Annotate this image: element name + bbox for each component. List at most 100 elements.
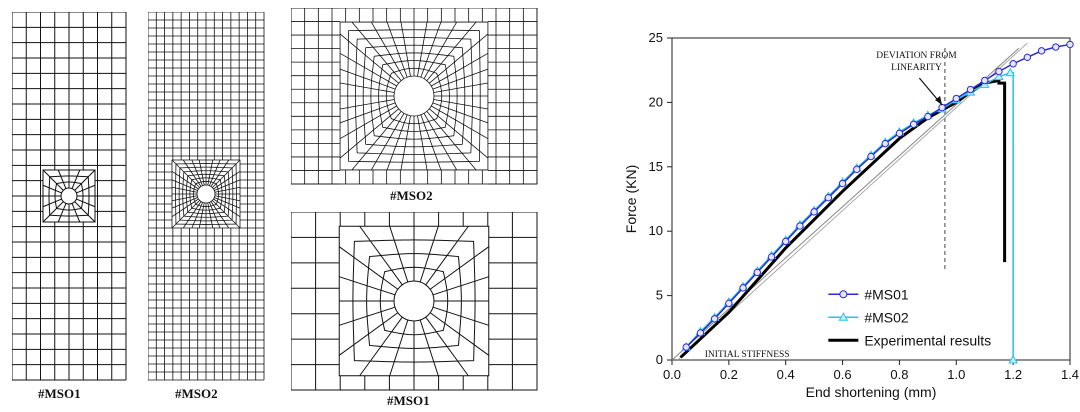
mesh-spoke	[433, 82, 488, 93]
mesh-spoke	[340, 99, 395, 110]
series-ms01-marker	[1066, 40, 1074, 49]
mesh-spoke	[213, 198, 241, 218]
mesh-spoke	[171, 159, 200, 188]
mesh-spoke	[212, 200, 241, 229]
mesh-spoke	[389, 226, 409, 283]
mesh-spoke	[417, 115, 428, 170]
mesh-spoke	[171, 198, 199, 218]
series-ms01-marker	[895, 129, 904, 138]
mesh-spoke	[42, 198, 62, 208]
mesh-coarse-full-drawing	[11, 11, 127, 381]
series-ms01-marker	[881, 139, 889, 148]
mesh-spoke	[207, 159, 214, 186]
y-tick-label: 0	[656, 352, 663, 367]
y-tick-label: 5	[656, 288, 663, 303]
mesh-spoke	[433, 99, 488, 110]
series-ms01-marker	[796, 222, 804, 230]
mesh-spoke	[429, 312, 490, 356]
mesh-spoke	[339, 52, 397, 87]
mesh-spoke	[71, 203, 81, 223]
mesh-spoke	[74, 201, 96, 223]
x-tick-label: 1.2	[1004, 367, 1022, 382]
mesh-hole	[60, 187, 78, 205]
mesh-spoke	[420, 21, 442, 78]
mesh-spoke	[386, 114, 408, 171]
mesh-spoke	[76, 184, 96, 194]
mesh-fine-full-drawing	[147, 11, 265, 381]
mesh-spoke	[57, 203, 67, 223]
mesh-spoke	[400, 22, 411, 77]
mesh-spoke	[74, 169, 96, 191]
mesh-spoke	[191, 159, 203, 186]
series-ms01-marker	[753, 268, 761, 277]
mesh-fine-detail-drawing	[290, 7, 538, 185]
legend-label: #MS02	[864, 309, 909, 325]
mesh-spoke	[359, 316, 403, 377]
series-ms01-marker	[853, 165, 861, 174]
mesh-coarse-detail-drawing	[290, 211, 538, 391]
mesh-label-coarse-detail: #MSO1	[387, 393, 430, 408]
series-ms01-marker	[782, 237, 790, 246]
x-tick-label: 0.0	[663, 367, 681, 382]
mesh-spoke	[386, 21, 408, 78]
mesh-spoke	[171, 200, 200, 229]
y-tick-label: 10	[649, 223, 663, 238]
mesh-spoke	[182, 201, 202, 229]
mesh-spoke	[210, 159, 230, 187]
x-tick-label: 0.6	[834, 367, 852, 382]
mesh-spoke	[209, 202, 221, 229]
mesh-spoke	[171, 186, 198, 193]
mesh-spoke	[431, 52, 489, 87]
series-ms01-marker	[981, 76, 989, 85]
legend-label: #MS01	[864, 286, 909, 302]
mesh-spoke	[423, 113, 458, 171]
mesh-spoke	[42, 184, 62, 194]
mesh-spoke	[429, 246, 490, 290]
mesh-spoke	[76, 198, 96, 208]
mesh-spoke	[171, 179, 198, 191]
mesh-spoke	[429, 33, 489, 84]
mesh-spoke	[340, 82, 395, 93]
series-group	[679, 40, 1074, 364]
mesh-spoke	[339, 108, 399, 159]
mesh-spoke	[339, 33, 399, 84]
mesh-spoke	[71, 169, 81, 189]
stiffness-guide-line	[677, 42, 1028, 361]
mesh-spoke	[182, 159, 202, 187]
annotation-deviation-arrowhead	[935, 95, 943, 105]
mesh-spoke	[351, 21, 402, 81]
mesh-spoke	[419, 319, 439, 376]
mesh-spoke	[419, 226, 439, 283]
mesh-spoke	[171, 195, 198, 202]
series-ms01-marker	[966, 85, 975, 94]
mesh-coarse-detail	[290, 211, 539, 397]
mesh-spoke	[359, 225, 403, 286]
mesh-label-fine-detail: #MSO2	[390, 188, 433, 203]
series-ms01-marker	[867, 152, 875, 161]
mesh-spoke	[425, 316, 469, 377]
series-ms01-line	[685, 43, 1071, 348]
mesh-hole	[393, 280, 435, 322]
legend: #MS01 #MS02 Experimental results	[828, 286, 991, 348]
series-ms01-marker	[1052, 43, 1060, 51]
mesh-spoke	[431, 105, 489, 140]
y-tick-label: 20	[649, 94, 663, 109]
mesh-ring	[385, 67, 443, 125]
mesh-spoke	[370, 113, 405, 171]
annotation-deviation-text: LINEARITY	[891, 63, 942, 73]
series-ms01-marker	[682, 343, 690, 351]
mesh-spoke	[339, 306, 396, 326]
series-ms02-marker	[1008, 354, 1019, 364]
mesh-spoke	[42, 201, 64, 223]
mesh-ring	[338, 225, 490, 377]
mesh-spoke	[338, 246, 399, 290]
mesh-spoke	[426, 111, 477, 171]
mesh-spoke	[213, 170, 241, 190]
mesh-spoke	[339, 105, 397, 140]
annotations: DEVIATION FROM LINEARITY INITIAL STIFFNESS	[705, 51, 958, 360]
series-ms01-marker	[952, 94, 960, 103]
series-ms01-marker	[767, 253, 776, 261]
x-axis-label: End shortening (mm)	[806, 384, 937, 400]
mesh-spoke	[370, 21, 405, 79]
mesh-spoke	[210, 201, 230, 229]
